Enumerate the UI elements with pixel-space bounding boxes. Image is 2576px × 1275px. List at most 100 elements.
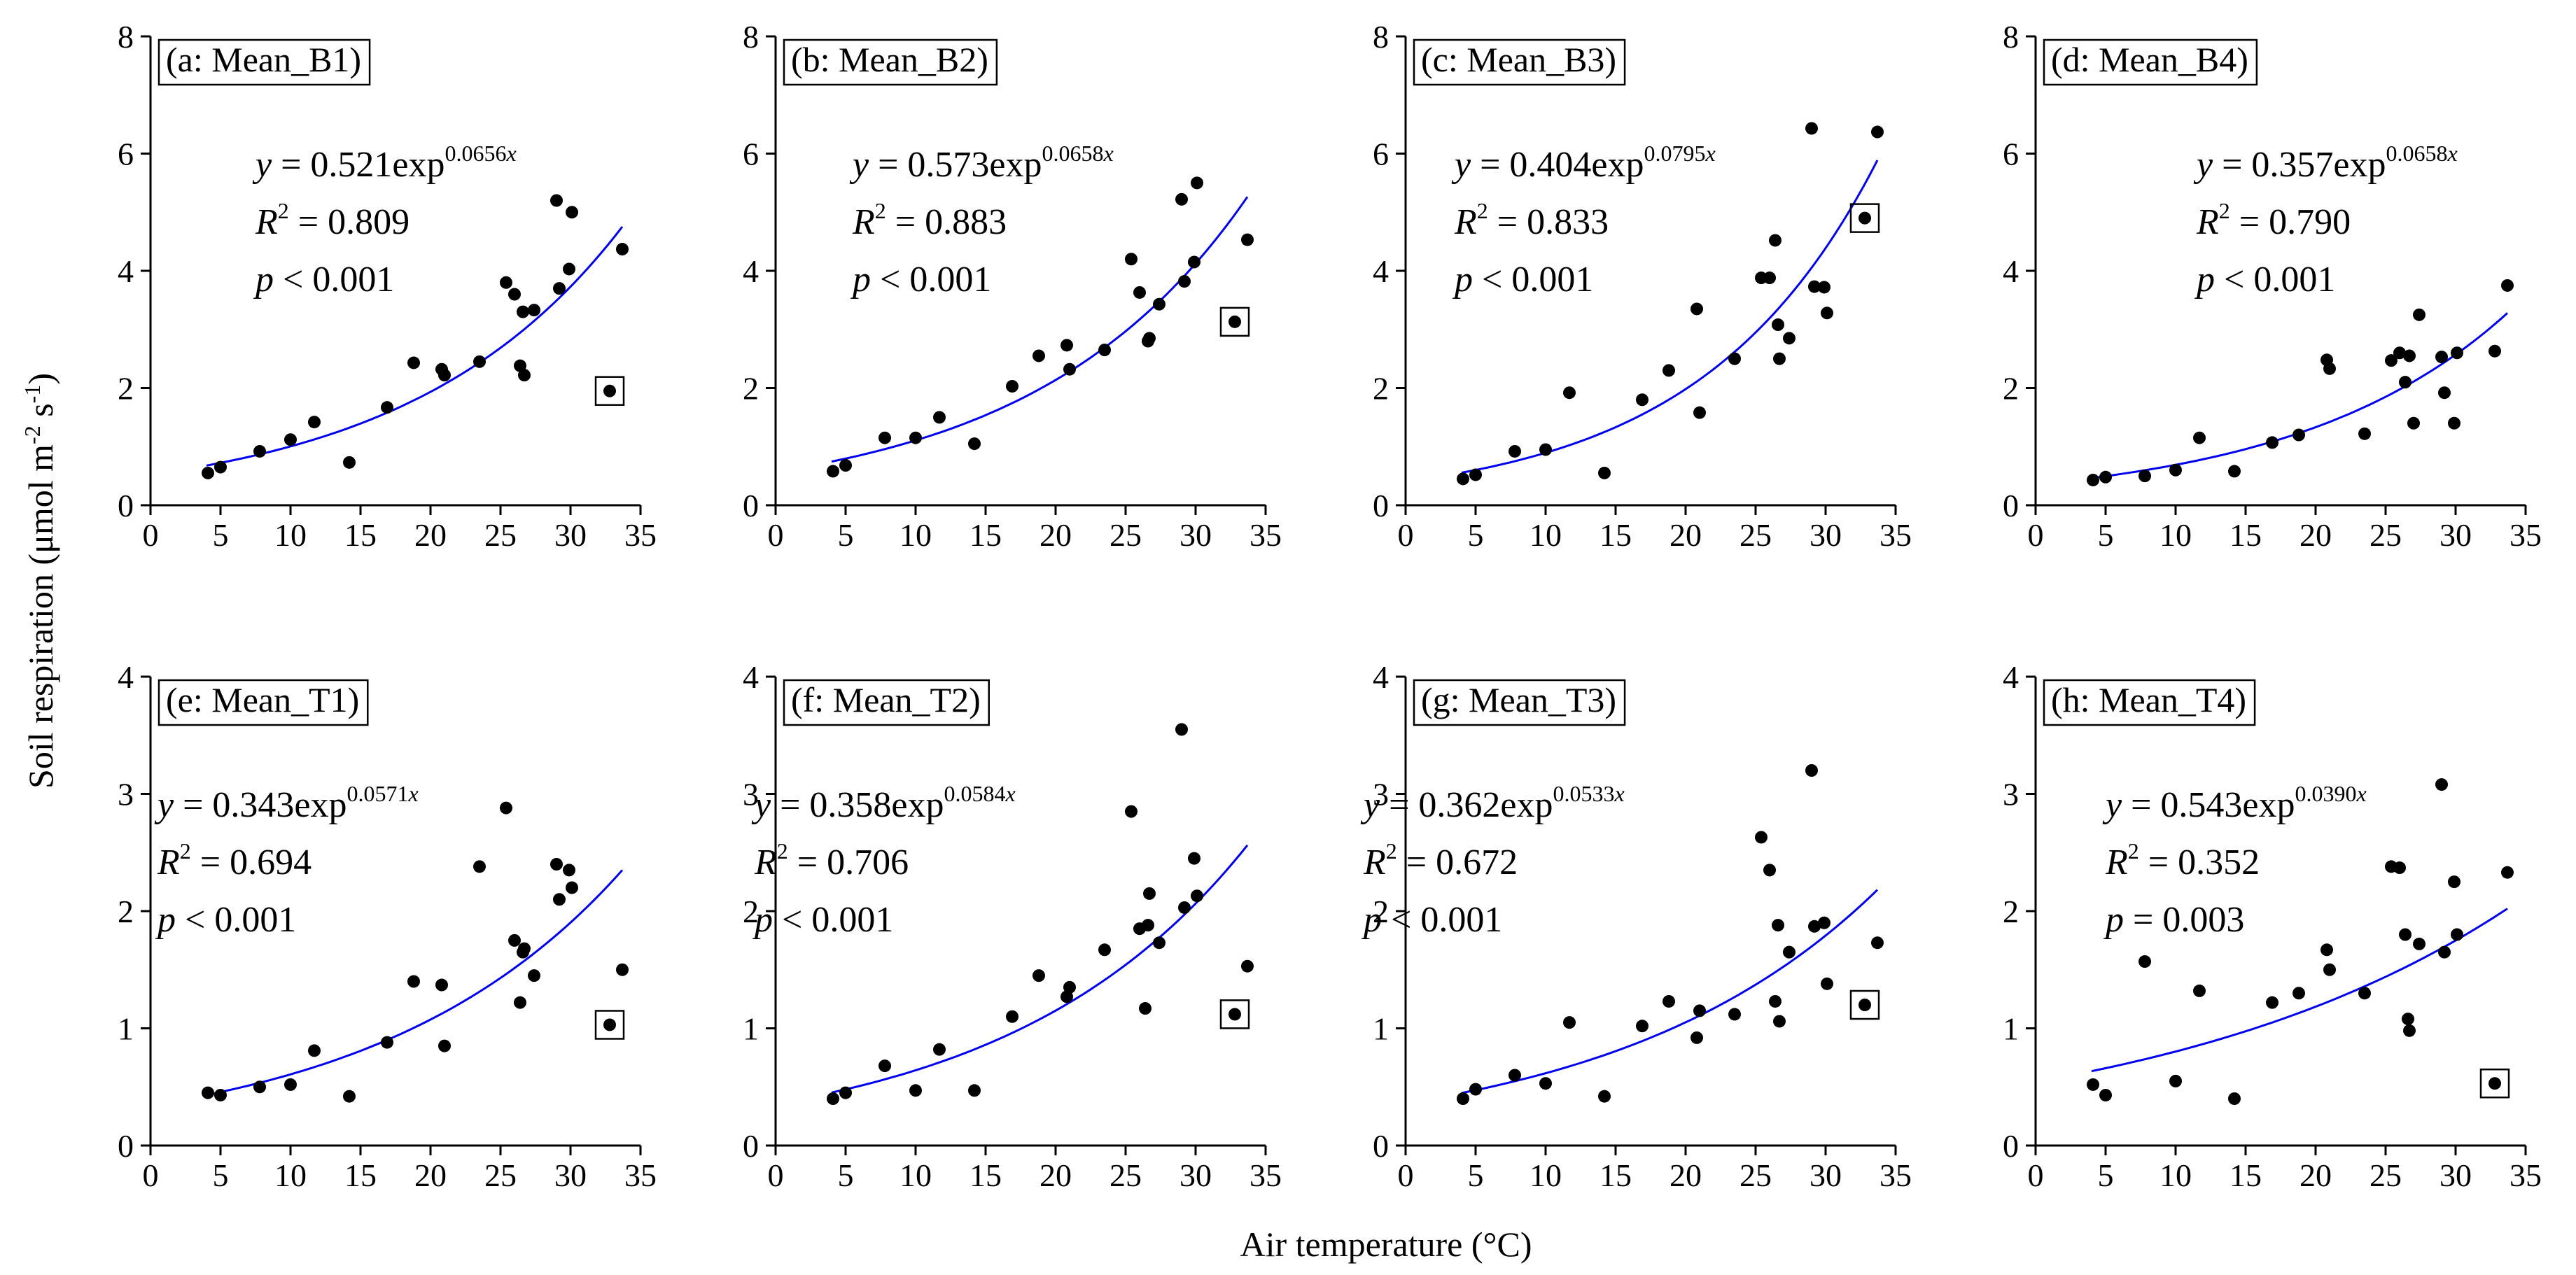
chart-panel-4: 0 2 4 6 8 0 5 10 15 20 25 30 35 (d: Mean_B4)y = 0.357… [2003,19,2542,553]
y-tick-label: 0 [118,1128,134,1164]
r-squared-exp: 2 [2219,198,2230,223]
data-point [1636,1020,1648,1033]
data-point [1178,901,1191,914]
data-point [2323,362,2336,375]
data-point [1143,332,1156,345]
x-tick-label: 35 [2510,517,2542,553]
y-tick-label: 6 [1373,136,1389,172]
equation-exp: exp [294,785,346,825]
x-tick-label: 30 [554,517,587,553]
x-tick-label: 30 [1180,1157,1212,1193]
y-tick-label: 1 [118,1011,134,1047]
data-point [878,1059,891,1073]
x-tick-label: 10 [1530,517,1562,553]
data-point [1808,920,1821,933]
data-point [878,431,891,444]
chart-panel-2: 0 2 4 6 8 0 5 10 15 20 25 30 35 (b: Mean_B2)y = 0.573… [743,19,1282,553]
x-tick-label: 5 [213,517,229,553]
r-squared-value: 0.672 [1436,843,1518,882]
data-point [1818,281,1830,294]
equation-a: 0.404 [1509,145,1591,185]
y-tick-label: 8 [1373,19,1389,55]
p-relation: < 0.001 [871,260,991,300]
p-relation: < 0.001 [773,900,893,940]
x-tick-label: 10 [1530,1157,1562,1193]
equation-y: y [751,785,771,825]
data-point [827,465,839,478]
x-tick-label: 5 [838,1157,854,1193]
x-tick-label: 20 [414,1157,447,1193]
y-tick-label: 2 [743,371,759,407]
equation-a: 0.521 [310,145,392,185]
data-point [1241,959,1254,973]
r-squared: R2 = 0.809 [255,198,410,242]
y-tick-label: 1 [1373,1011,1389,1047]
fit-equation: y = 0.362exp0.0533x [1360,781,1625,825]
data-point [407,975,420,988]
x-tick-label: 15 [969,517,1002,553]
x-tick-label: 35 [624,517,657,553]
outlier-box [1849,203,1880,233]
y-tick-label: 3 [118,777,134,812]
data-point [2292,987,2305,1000]
data-point [1662,364,1675,377]
data-point [508,934,521,947]
data-point [909,431,922,444]
data-point [517,305,529,318]
y-tick-label: 2 [1373,371,1389,407]
data-point [2087,1078,2099,1091]
data-point [839,459,852,472]
r-squared-eq: = [788,843,827,882]
x-tick-label: 0 [1398,517,1414,553]
panel-title: (h: Mean_T4) [2051,680,2246,719]
data-point [1773,352,1786,365]
data-point [2320,943,2333,957]
y-tick-label: 2 [118,371,134,407]
equation-exp: exp [2242,785,2295,825]
y-tick-label: 2 [743,894,759,929]
fit-curve [1461,160,1879,474]
data-point [1563,386,1576,400]
data-point [1508,1069,1521,1082]
outlier-point [2488,1077,2501,1090]
panel-title-box [783,38,998,86]
data-point [553,282,566,295]
data-point [553,893,566,906]
x-tick-label: 0 [768,1157,784,1193]
x-tick-label: 20 [1670,517,1702,553]
data-point [381,1036,393,1049]
data-point [2393,861,2406,875]
data-point [1539,443,1552,456]
data-point [1821,307,1833,320]
x-tick-label: 15 [344,1157,377,1193]
data-point [308,1044,321,1057]
data-point [616,243,629,256]
data-point [1662,994,1675,1008]
outlier-box [1849,989,1880,1020]
data-point [1755,831,1768,844]
outlier-box [1219,307,1250,337]
x-tick-label: 0 [768,517,784,553]
equation-b: 0.0795 [1644,141,1706,166]
data-point [1063,362,1076,376]
r-squared-value: 0.694 [230,843,312,882]
data-point [2087,473,2099,486]
x-tick-label: 15 [2230,517,2262,553]
equation-a: 0.358 [809,785,891,825]
data-point [2292,428,2305,442]
data-point [2399,376,2412,389]
data-point [438,369,451,382]
x-tick-label: 35 [1879,1157,1912,1193]
r-squared-symbol: R [2105,843,2128,882]
data-point [1188,255,1200,269]
data-point [839,1086,852,1099]
fit-equation: y = 0.358exp0.0584x [751,781,1016,825]
data-point [2402,1013,2414,1026]
chart-panel-3: 0 2 4 6 8 0 5 10 15 20 25 30 35 (c: Mean_B3)y = 0.404… [1373,19,1912,553]
r-squared-eq: = [289,202,328,242]
y-tick-label: 4 [743,659,759,695]
x-tick-label: 20 [1670,1157,1702,1193]
data-point [518,942,531,955]
data-point [2099,1088,2112,1101]
